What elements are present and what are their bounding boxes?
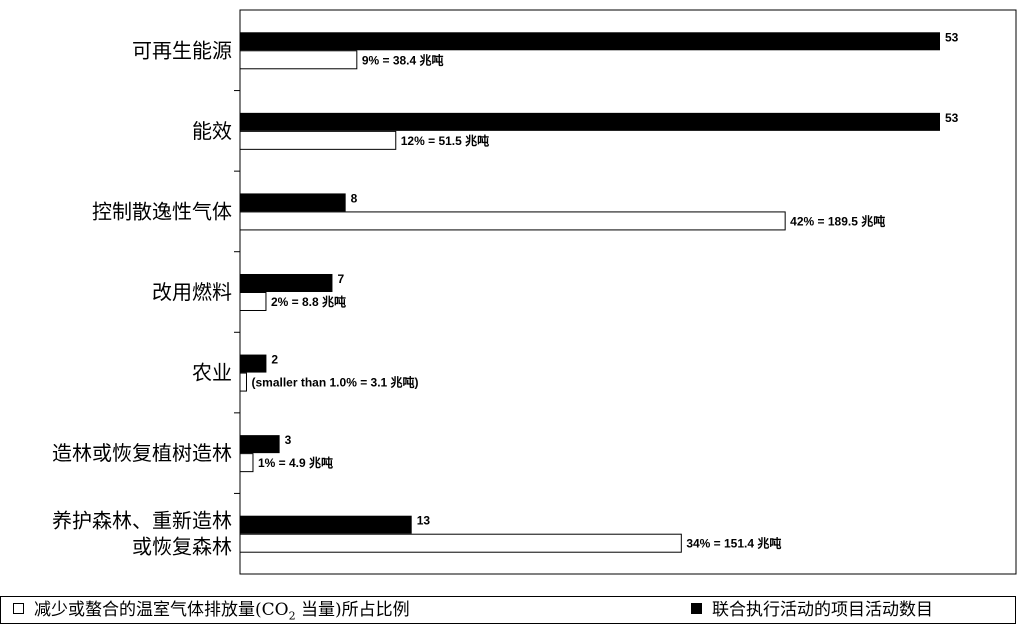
bar-project-count [240,32,940,51]
data-label-project-count: 13 [417,514,431,528]
plot-area [239,9,1017,575]
bar-chart: 53 9% = 38.4 兆吨 可再生能源 53 12% = 51.5 兆吨 能效 8 42%… [52,9,1017,575]
data-label-emission-share: 42% = 189.5 兆吨 [790,213,885,228]
data-label-project-count: 3 [285,433,292,447]
data-label-project-count: 53 [945,111,959,125]
bar-emission-share [239,533,682,553]
data-label-emission-share: 2% = 8.8 兆吨 [271,294,346,309]
legend-share-label-subscript: 2 [288,609,296,623]
bar-project-count [240,112,940,131]
data-label-project-count: 7 [337,272,344,286]
bar-emission-share [239,453,254,473]
legend-item-share: 减少或螯合的温室气体排放量(CO2 当量)所占比例 [13,599,410,627]
legend-count-label: 联合执行活动的项目活动数目 [712,600,933,620]
legend-share-label-suffix: 当量)所占比例 [295,600,410,620]
bar-emission-share [239,130,397,150]
category-label: 造林或恢复植树造林 [52,441,232,465]
bar-project-count [240,273,333,292]
data-label-emission-share: 9% = 38.4 兆吨 [362,52,444,67]
category-label: 养护森林、重新造林 [52,509,232,533]
bar-emission-share [239,211,786,231]
bar-project-count [240,354,267,373]
bar-project-count [240,435,280,454]
bar-emission-share [239,50,358,70]
category-label: 农业 [192,361,232,385]
bar-emission-share [239,372,247,392]
data-label-project-count: 2 [271,353,278,367]
legend: 减少或螯合的温室气体排放量(CO2 当量)所占比例 联合执行活动的项目活动数目 [0,596,1016,624]
data-label-emission-share: (smaller than 1.0% = 3.1 兆吨) [251,375,418,390]
category-label: 控制散逸性气体 [92,199,232,223]
data-label-emission-share: 12% = 51.5 兆吨 [401,133,489,148]
category-label: 或恢复森林 [132,535,232,559]
category-label: 可再生能源 [132,38,232,62]
legend-item-count: 联合执行活动的项目活动数目 [691,599,933,621]
data-label-project-count: 8 [351,191,358,205]
category-label: 能效 [192,119,232,143]
bar-emission-share [239,291,267,311]
white-square-icon [13,603,24,614]
data-label-emission-share: 34% = 151.4 兆吨 [686,536,781,551]
legend-share-label-prefix: 减少或螯合的温室气体排放量(CO [34,600,289,620]
bar-project-count [240,515,412,534]
data-label-project-count: 53 [945,30,959,44]
bar-project-count [240,193,346,212]
black-square-icon [691,603,702,614]
data-label-emission-share: 1% = 4.9 兆吨 [258,455,333,470]
category-label: 改用燃料 [152,280,232,304]
